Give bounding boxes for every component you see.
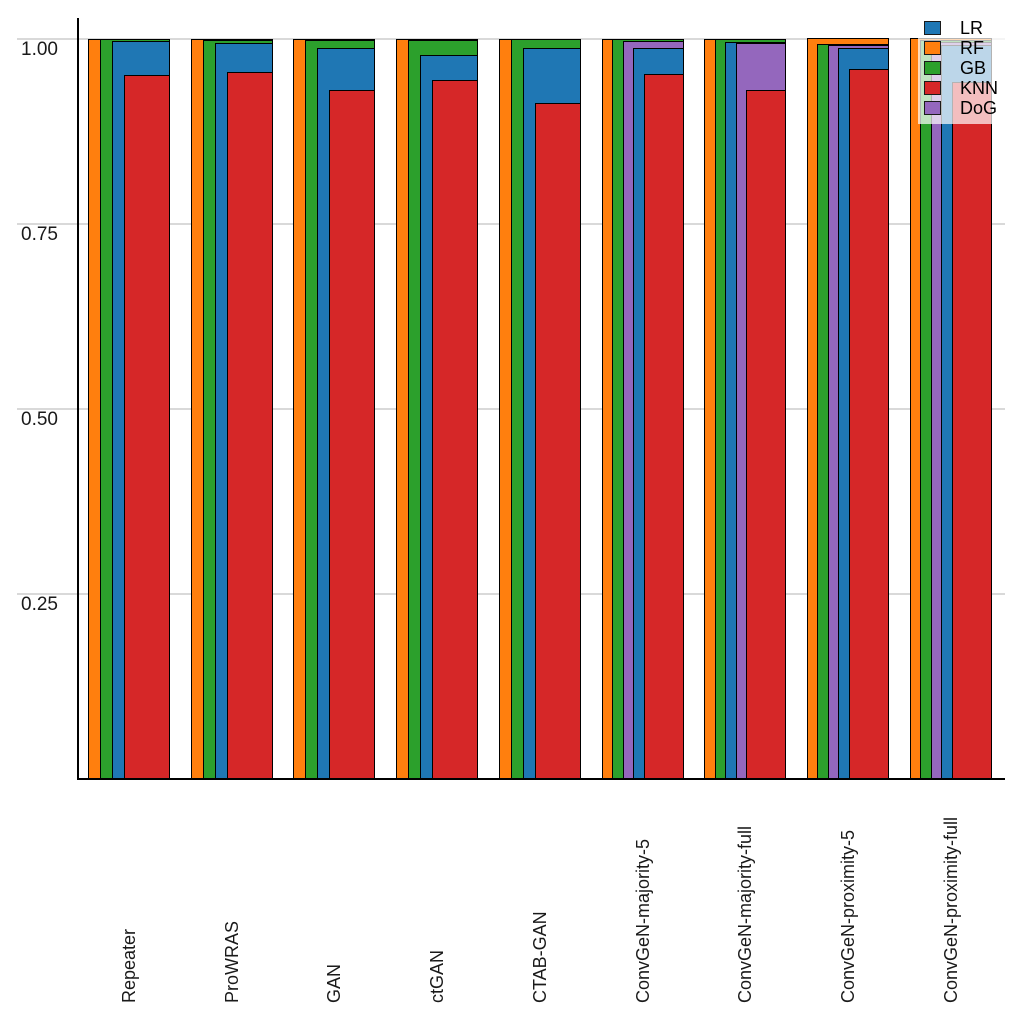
x-tick-label-ctGAN: ctGAN (427, 949, 448, 1003)
bar-KNN-ConvGeN-majority-full (746, 89, 787, 779)
legend-label: RF (960, 38, 984, 58)
y-tick-label: 0.75 (21, 224, 58, 245)
legend-label: KNN (960, 78, 999, 98)
legend-label: LR (960, 18, 984, 38)
legend: LR RF GB KNN DoG (918, 15, 1009, 124)
bar-KNN-ConvGeN-majority-5 (643, 73, 684, 779)
x-tick-label-ConvGeN-proximity-full: ConvGeN-proximity-full (940, 816, 961, 1003)
x-tick-label-GAN: GAN (324, 963, 345, 1003)
legend-item-LR: LR (924, 18, 998, 38)
x-tick-label-ConvGeN-proximity-5: ConvGeN-proximity-5 (837, 829, 858, 1003)
y-tick-label: 0.50 (21, 409, 58, 430)
legend-swatch-KNN (924, 81, 941, 95)
x-tick-label-Repeater: Repeater (119, 928, 139, 1003)
bar-KNN-GAN (329, 89, 376, 779)
gridline-1.00 (17, 38, 1005, 40)
bar-KNN-CTAB-GAN (534, 103, 581, 779)
legend-label: GB (960, 58, 987, 78)
x-tick-label-ConvGeN-majority-5: ConvGeN-majority-5 (632, 838, 653, 1003)
legend-swatch-LR (924, 21, 941, 35)
y-axis-line (77, 18, 79, 780)
bar-KNN-ProWRAS (226, 72, 273, 779)
x-tick-label-CTAB-GAN: CTAB-GAN (529, 911, 550, 1003)
y-tick-label: 1.00 (21, 39, 58, 60)
legend-item-GB: GB (924, 58, 998, 78)
bar-KNN-ConvGeN-proximity-full (951, 82, 992, 779)
y-tick-label: 0.25 (21, 594, 58, 615)
legend-item-RF: RF (924, 38, 998, 58)
legend-swatch-GB (924, 61, 941, 75)
bar-KNN-Repeater (124, 75, 170, 779)
bar-KNN-ctGAN (432, 80, 479, 779)
legend-item-DoG: DoG (924, 98, 998, 118)
legend-swatch-DoG (924, 101, 941, 115)
legend-label: DoG (960, 98, 998, 118)
legend-item-KNN: KNN (924, 78, 998, 98)
bar-KNN-ConvGeN-proximity-5 (848, 69, 889, 779)
legend-swatch-RF (924, 41, 941, 55)
x-tick-label-ConvGeN-majority-full: ConvGeN-majority-full (735, 825, 756, 1003)
x-axis-line (78, 778, 1005, 780)
x-tick-label-ProWRAS: ProWRAS (221, 920, 242, 1003)
